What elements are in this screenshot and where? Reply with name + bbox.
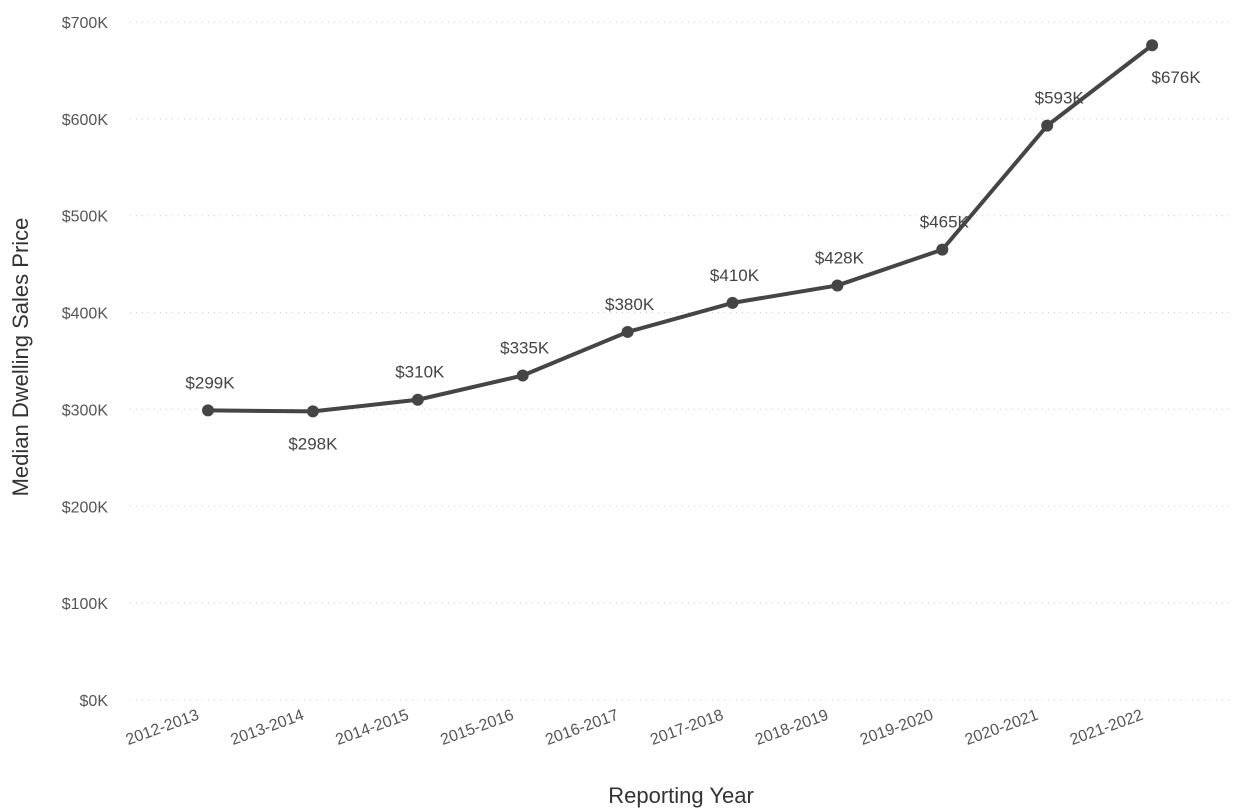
data-point xyxy=(1146,39,1159,52)
x-tick-label: 2013-2014 xyxy=(229,707,307,749)
data-point xyxy=(202,404,214,417)
series-line xyxy=(206,43,1155,414)
data-point xyxy=(306,405,319,418)
y-tick-label: $200K xyxy=(62,499,109,516)
y-axis-title: Median Dwelling Sales Price xyxy=(8,218,33,497)
x-axis-title: Reporting Year xyxy=(608,783,754,808)
data-point xyxy=(411,393,424,406)
data-label: $380K xyxy=(605,295,655,314)
x-tick-label: 2012-2013 xyxy=(124,707,202,749)
x-tick-label: 2016-2017 xyxy=(543,707,621,749)
x-tick-label: 2019-2020 xyxy=(858,707,936,749)
y-tick-label: $400K xyxy=(62,306,109,323)
data-label: $335K xyxy=(500,339,550,358)
y-tick-label: $100K xyxy=(62,596,109,613)
data-label: $299K xyxy=(185,373,235,392)
y-tick-label: $600K xyxy=(62,112,109,129)
data-point xyxy=(831,279,844,292)
data-label: $428K xyxy=(815,248,865,267)
y-tick-label: $300K xyxy=(62,402,109,419)
gridlines xyxy=(130,21,1232,701)
x-tick-label: 2014-2015 xyxy=(333,707,411,749)
data-label: $593K xyxy=(1035,89,1085,108)
data-point xyxy=(726,296,739,309)
data-point xyxy=(516,369,529,382)
data-labels: $299K $298K $310K $335K $380K $410K $428K $465K… xyxy=(185,68,1201,453)
y-tick-label: $0K xyxy=(80,693,109,710)
data-points xyxy=(202,39,1159,418)
x-axis-ticks: 2012-2013 2013-2014 2014-2015 2015-2016 2016… xyxy=(124,707,1146,749)
data-label: $410K xyxy=(710,266,760,285)
data-point xyxy=(621,325,634,338)
x-tick-label: 2017-2018 xyxy=(648,707,726,749)
x-tick-label: 2018-2019 xyxy=(753,707,831,749)
x-tick-label: 2021-2022 xyxy=(1068,707,1146,749)
x-tick-label: 2020-2021 xyxy=(963,707,1041,749)
data-point xyxy=(1041,119,1054,132)
y-tick-label: $500K xyxy=(62,209,109,226)
data-label: $310K xyxy=(395,363,445,382)
x-tick-label: 2015-2016 xyxy=(438,707,516,749)
data-label: $298K xyxy=(288,434,338,453)
data-point xyxy=(936,243,949,256)
y-axis-ticks: $0K $100K $200K $300K $400K $500K $600K $700K xyxy=(62,15,109,710)
data-label: $465K xyxy=(920,213,970,232)
y-tick-label: $700K xyxy=(62,15,109,32)
data-label: $676K xyxy=(1152,68,1202,87)
